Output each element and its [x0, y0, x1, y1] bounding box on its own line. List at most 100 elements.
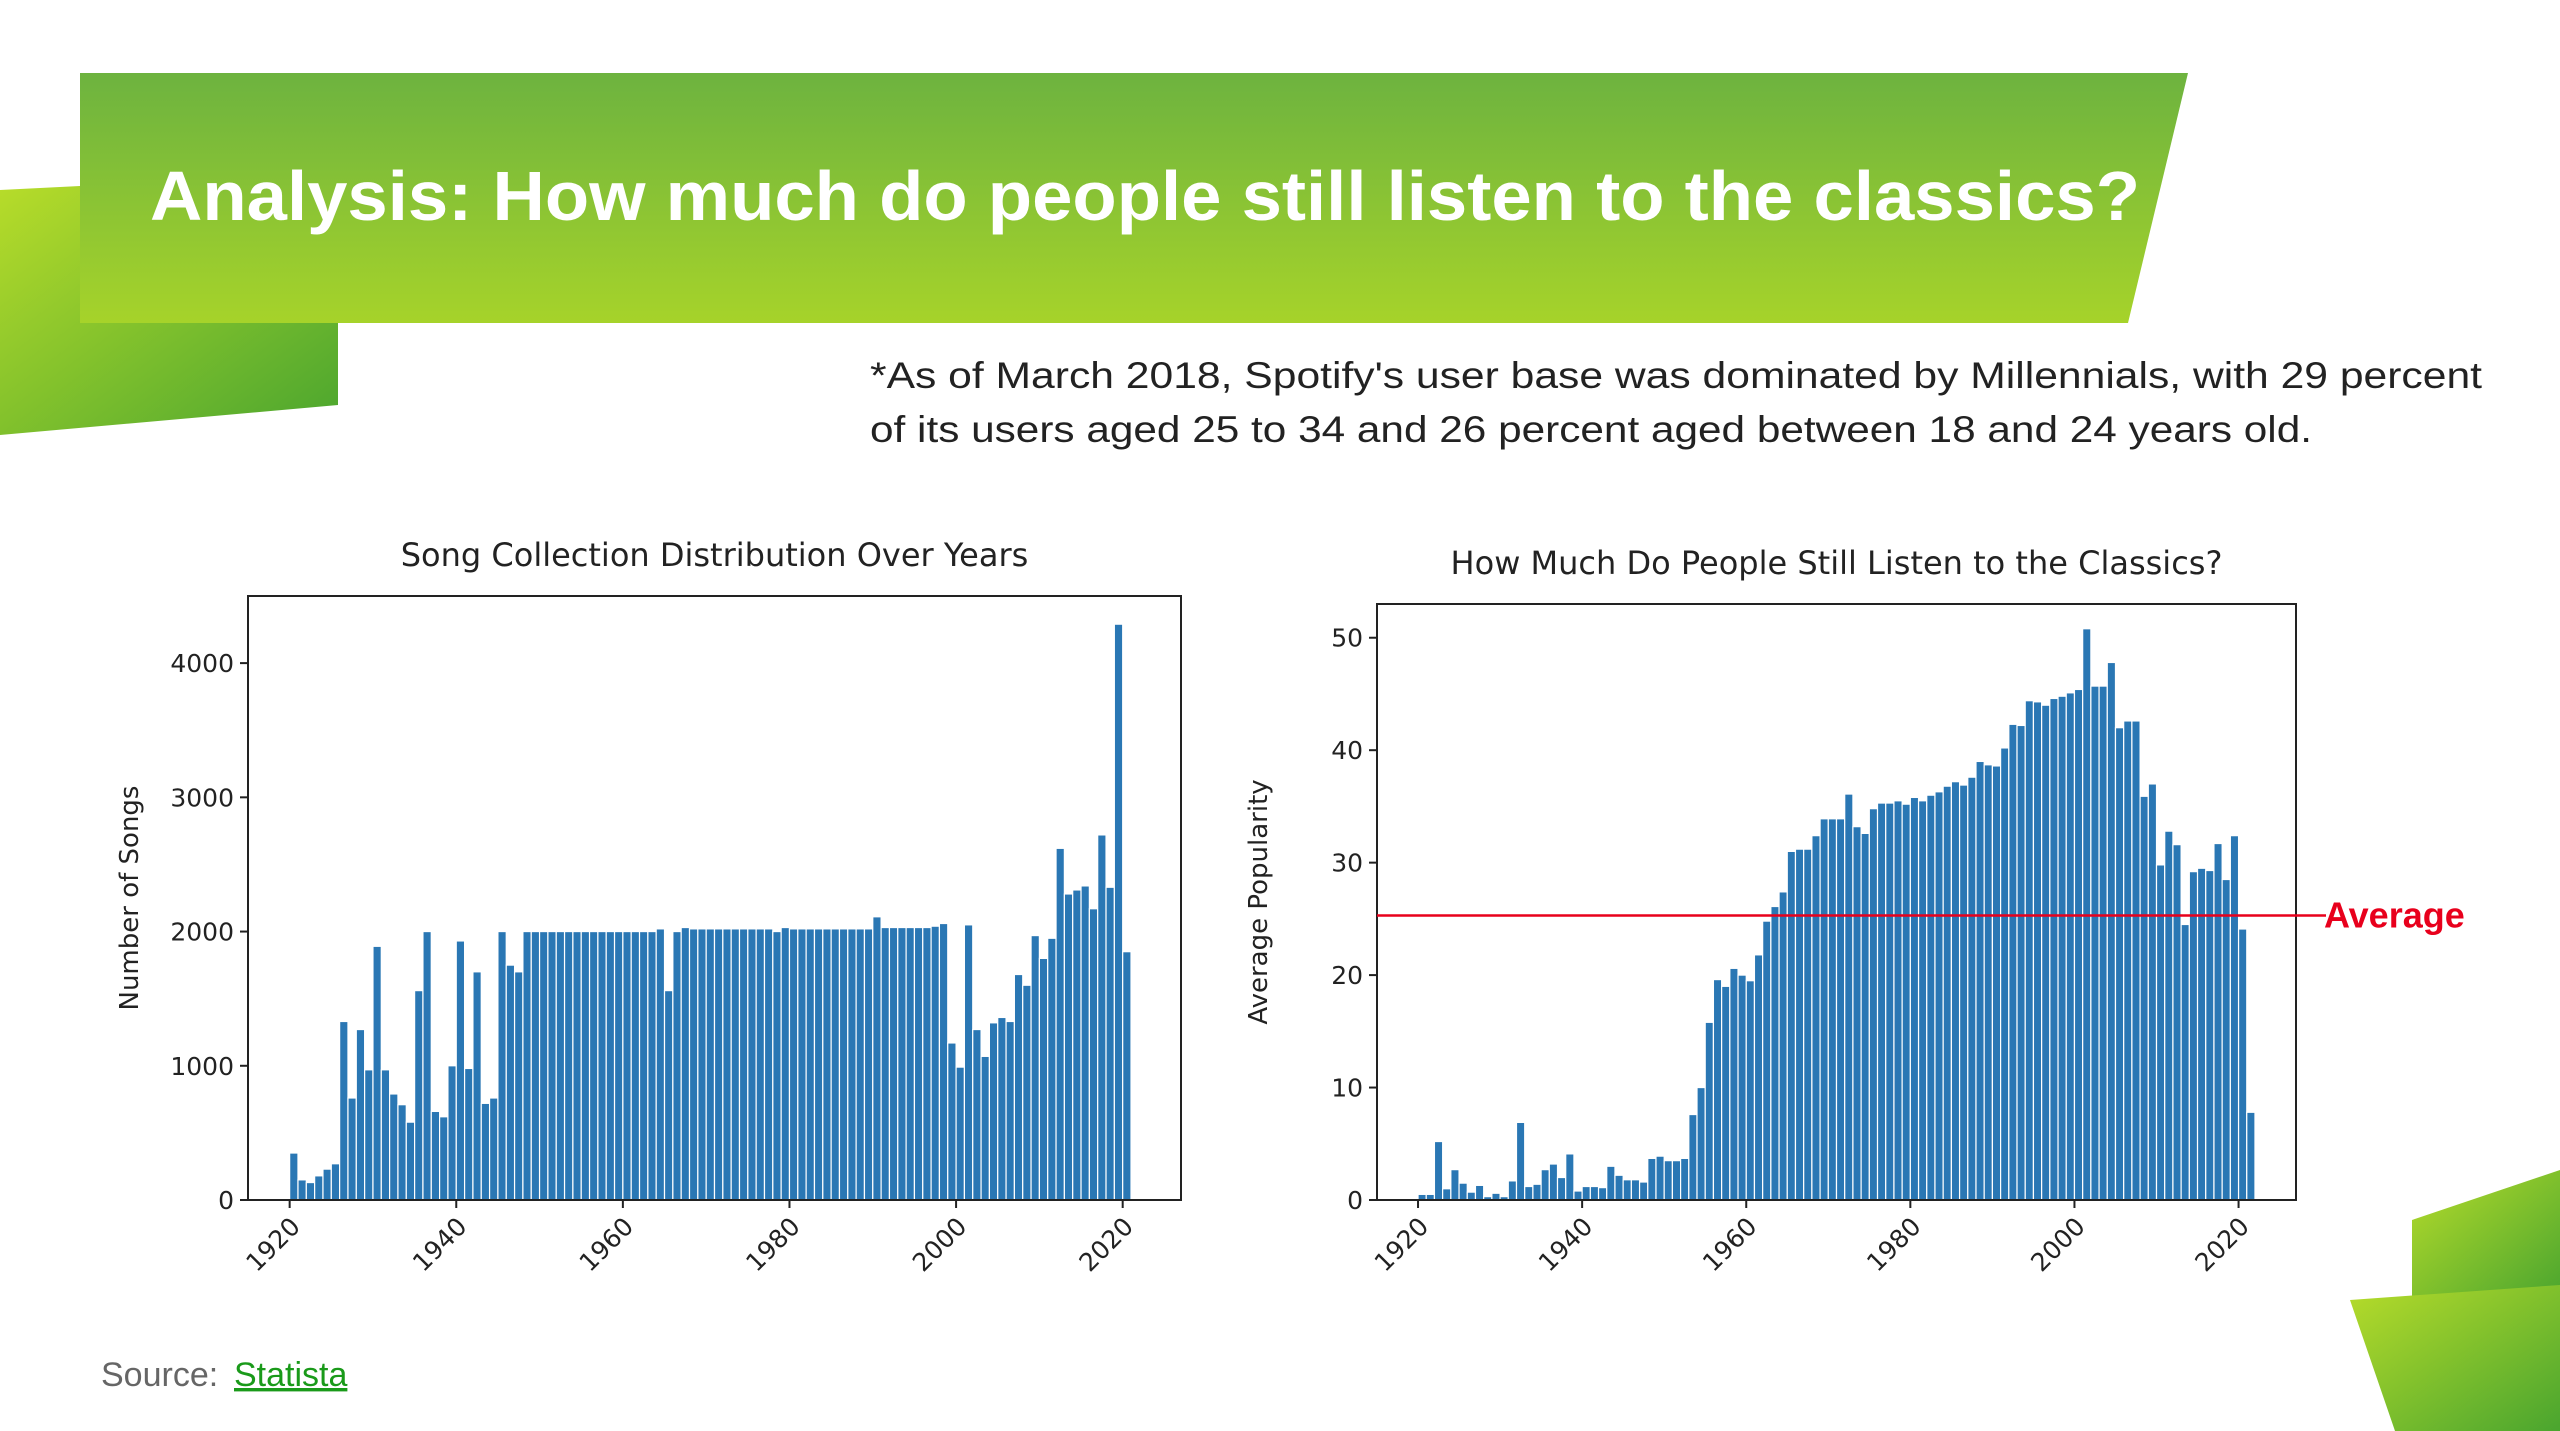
- bar: [1647, 1157, 1657, 1201]
- bar: [663, 990, 674, 1201]
- chart-title: Song Collection Distribution Over Years: [401, 536, 1029, 574]
- bar: [922, 926, 932, 1201]
- bar: [1860, 832, 1870, 1201]
- bar: [1926, 794, 1936, 1201]
- bar: [1679, 1157, 1690, 1201]
- bar: [297, 1179, 307, 1201]
- bar: [2032, 701, 2043, 1201]
- bar: [289, 1152, 299, 1201]
- bar: [1762, 920, 1772, 1201]
- bar: [397, 1104, 407, 1201]
- bar: [972, 1028, 982, 1201]
- bar: [2106, 661, 2117, 1201]
- bar: [713, 928, 724, 1201]
- bar: [1712, 978, 1723, 1201]
- x-tick-label: 1940: [1533, 1212, 1598, 1277]
- bar: [1080, 885, 1090, 1201]
- bar: [1868, 808, 1879, 1201]
- y-axis-label: Number of Songs: [115, 786, 145, 1011]
- bar: [2205, 869, 2215, 1201]
- bar: [1113, 623, 1124, 1201]
- bar: [730, 928, 741, 1201]
- bar: [597, 930, 607, 1201]
- bar: [1606, 1165, 1616, 1201]
- bar: [1013, 973, 1024, 1201]
- bar: [472, 971, 482, 1201]
- bar: [547, 930, 557, 1201]
- y-tick-label: 0: [218, 1186, 234, 1215]
- bar: [1819, 818, 1829, 1201]
- bar: [1597, 1187, 1608, 1201]
- bar: [1663, 1160, 1673, 1201]
- bar: [1491, 1192, 1501, 1201]
- bar: [305, 1181, 316, 1201]
- bar: [480, 1102, 491, 1201]
- bar: [2213, 842, 2223, 1201]
- source-label: Source:: [101, 1356, 218, 1394]
- bar: [897, 926, 907, 1201]
- bar: [1950, 781, 1961, 1201]
- x-tick-label: 2000: [2025, 1212, 2090, 1277]
- bar: [505, 964, 516, 1201]
- bar: [1614, 1174, 1624, 1201]
- bar: [822, 928, 832, 1201]
- bar: [688, 928, 699, 1201]
- bar: [988, 1022, 999, 1201]
- bar: [997, 1016, 1007, 1201]
- bar: [913, 926, 924, 1201]
- decor-right-bottom: [2350, 1285, 2560, 1431]
- bar: [1745, 980, 1756, 1201]
- x-tick-label: 1980: [740, 1212, 805, 1277]
- source-link[interactable]: Statista: [234, 1356, 347, 1394]
- bar: [1803, 848, 1813, 1201]
- bar: [2172, 844, 2182, 1201]
- bar: [530, 930, 541, 1201]
- bar: [655, 928, 666, 1201]
- bar: [1038, 957, 1049, 1201]
- bar: [314, 1175, 324, 1201]
- bar: [830, 928, 841, 1201]
- bar: [2114, 727, 2125, 1201]
- bar: [497, 930, 507, 1201]
- bar: [1573, 1190, 1583, 1201]
- x-tick-label: 2020: [1073, 1212, 1138, 1277]
- bar: [1072, 889, 1082, 1201]
- bar: [680, 926, 691, 1201]
- bar: [2008, 723, 2018, 1201]
- bar: [588, 930, 599, 1201]
- bar: [630, 930, 641, 1201]
- note-line: of its users aged 25 to 34 and 26 percen…: [870, 409, 2312, 450]
- x-tick-label: 2000: [907, 1212, 972, 1277]
- bar: [1991, 765, 2002, 1201]
- y-tick-label: 40: [1331, 736, 1363, 765]
- bar: [622, 930, 632, 1201]
- bar: [1055, 847, 1065, 1201]
- bar: [2229, 835, 2240, 1201]
- bar: [1450, 1169, 1460, 1201]
- bar: [1047, 937, 1057, 1201]
- bar: [1885, 802, 1895, 1201]
- bar: [430, 1110, 441, 1201]
- plot-frame: [1376, 603, 2297, 1201]
- bar: [1778, 891, 1788, 1201]
- bar: [755, 928, 766, 1201]
- bar: [2057, 695, 2067, 1201]
- bar: [847, 928, 857, 1201]
- bar: [1958, 784, 1969, 1201]
- y-tick-label: 4000: [170, 649, 234, 678]
- bar: [705, 928, 716, 1201]
- bar: [747, 928, 757, 1201]
- x-tick-label: 2020: [2189, 1212, 2254, 1277]
- bar: [863, 928, 874, 1201]
- bar: [1005, 1020, 1015, 1201]
- y-tick-label: 20: [1331, 961, 1363, 990]
- note-line: *As of March 2018, Spotify's user base w…: [870, 355, 2483, 396]
- bar: [963, 924, 974, 1201]
- y-axis-label: Average Popularity: [1244, 779, 1274, 1024]
- bar: [1442, 1188, 1452, 1201]
- bar: [347, 1097, 357, 1201]
- bar: [2065, 692, 2076, 1201]
- bar: [372, 945, 382, 1201]
- bar: [1022, 984, 1032, 1201]
- bar: [672, 930, 682, 1201]
